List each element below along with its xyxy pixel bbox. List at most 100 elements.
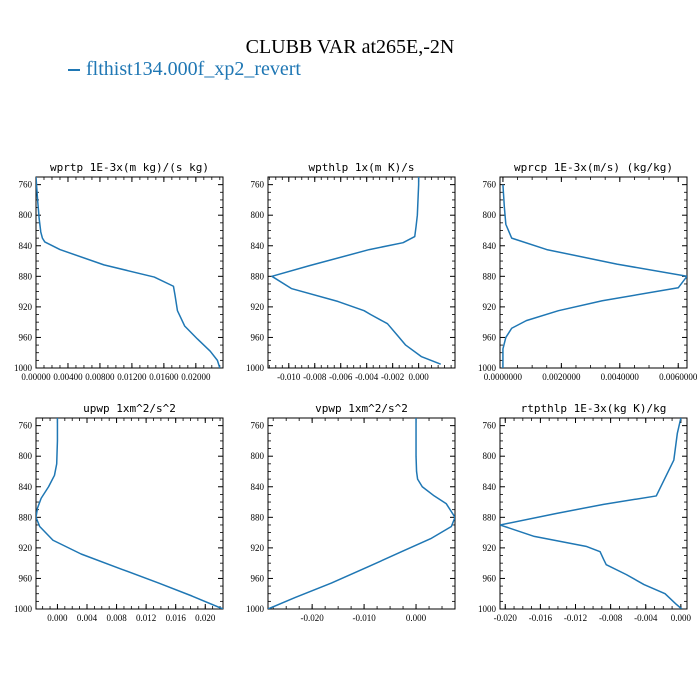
x-tick-label: -0.016	[529, 613, 553, 623]
x-tick-label: 0.00000	[21, 372, 51, 382]
y-tick-label: 920	[251, 543, 265, 553]
x-tick-label: 0.000	[409, 372, 430, 382]
series-line	[502, 184, 687, 368]
y-tick-label: 920	[483, 543, 497, 553]
x-tick-label: 0.02000	[181, 372, 211, 382]
panel-2: wpthlp 1x(m K)/s 760 800 840 880 920 960 1000 -0…	[246, 161, 456, 382]
y-tick-label: 1000	[478, 604, 497, 614]
y-tick-label: 840	[19, 482, 33, 492]
x-tick-label: -0.010	[352, 613, 376, 623]
y-tick-label: 840	[251, 482, 265, 492]
y-tick-label: 800	[483, 210, 497, 220]
legend: flthist134.000f_xp2_revert	[68, 58, 301, 81]
panel-1: wprtp 1E-3x(m kg)/(s kg) 760 800 840 880 920 9…	[14, 161, 224, 382]
x-tick-label: -0.008	[303, 372, 327, 382]
panel-title: wpthlp 1x(m K)/s	[309, 161, 415, 174]
legend-label: flthist134.000f_xp2_revert	[86, 58, 301, 80]
y-tick-label: 760	[19, 421, 33, 431]
panel-title: wprtp 1E-3x(m kg)/(s kg)	[50, 161, 209, 174]
x-tick-label: 0.000	[47, 613, 68, 623]
panel-title: upwp 1xm^2/s^2	[83, 402, 176, 415]
y-tick-label: 920	[19, 543, 33, 553]
y-tick-label: 920	[251, 302, 265, 312]
series-line	[36, 418, 223, 609]
panel-title: vpwp 1xm^2/s^2	[315, 402, 408, 415]
x-tick-label: -0.012	[564, 613, 587, 623]
x-tick-label: -0.010	[277, 372, 301, 382]
x-tick-label: 0.020	[195, 613, 216, 623]
y-tick-label: 840	[483, 482, 497, 492]
panel-3: wprcp 1E-3x(m/s) (kg/kg) 760 800 840 880 920 9…	[478, 161, 698, 382]
y-tick-label: 1000	[246, 363, 265, 373]
x-tick-label: -0.020	[494, 613, 518, 623]
y-tick-label: 840	[19, 241, 33, 251]
y-tick-label: 760	[251, 180, 265, 190]
y-tick-label: 1000	[478, 363, 497, 373]
y-tick-label: 760	[19, 180, 33, 190]
x-tick-label: 0.004	[77, 613, 98, 623]
panel-6: rtpthlp 1E-3x(kg K)/kg 760 800 840 880 920 960…	[478, 402, 691, 623]
plot-frame	[267, 417, 456, 610]
y-tick-label: 800	[251, 210, 265, 220]
plot-frame	[499, 417, 688, 610]
x-tick-label: -0.004	[355, 372, 379, 382]
y-tick-label: 1000	[246, 604, 265, 614]
plot-frame	[499, 176, 688, 369]
y-tick-label: 880	[19, 512, 33, 522]
y-tick-label: 920	[483, 302, 497, 312]
y-tick-label: 800	[19, 210, 33, 220]
series-line	[500, 418, 683, 609]
x-tick-label: 0.0020000	[542, 372, 581, 382]
x-tick-label: 0.000	[406, 613, 427, 623]
plot-frame	[35, 176, 224, 369]
series-line	[271, 177, 441, 365]
y-tick-label: 800	[483, 451, 497, 461]
x-tick-label: 0.000	[671, 613, 692, 623]
y-tick-label: 760	[483, 180, 497, 190]
x-tick-label: 0.008	[106, 613, 127, 623]
x-tick-label: -0.002	[381, 372, 404, 382]
panel-title: rtpthlp 1E-3x(kg K)/kg	[521, 402, 667, 415]
y-tick-label: 800	[19, 451, 33, 461]
x-tick-label: 0.016	[166, 613, 187, 623]
x-tick-label: 0.012	[136, 613, 156, 623]
y-tick-label: 880	[19, 271, 33, 281]
x-tick-label: -0.004	[634, 613, 658, 623]
x-tick-label: -0.020	[301, 613, 325, 623]
y-tick-label: 960	[483, 332, 497, 342]
x-tick-label: 0.0040000	[601, 372, 640, 382]
plot-frame	[35, 417, 224, 610]
legend-line-swatch	[68, 69, 80, 72]
x-tick-label: -0.006	[329, 372, 353, 382]
y-tick-label: 880	[251, 512, 265, 522]
panel-4: upwp 1xm^2/s^2 760 800 840 880 920 960 1000 0.00…	[14, 402, 224, 623]
panel-5: vpwp 1xm^2/s^2 760 800 840 880 920 960 1000 -0.0…	[246, 402, 456, 623]
y-tick-label: 800	[251, 451, 265, 461]
y-tick-label: 760	[251, 421, 265, 431]
plot-frame	[267, 176, 456, 369]
y-tick-label: 880	[483, 271, 497, 281]
y-tick-label: 960	[251, 332, 265, 342]
x-tick-label: 0.00400	[53, 372, 83, 382]
y-tick-label: 1000	[14, 604, 33, 614]
x-tick-label: 0.01200	[117, 372, 147, 382]
y-tick-label: 960	[251, 573, 265, 583]
y-tick-label: 1000	[14, 363, 33, 373]
y-tick-label: 760	[483, 421, 497, 431]
y-tick-label: 880	[251, 271, 265, 281]
series-line	[36, 177, 221, 368]
y-tick-label: 960	[19, 332, 33, 342]
figure-title: CLUBB VAR at265E,-2N	[245, 36, 455, 58]
y-tick-label: 840	[483, 241, 497, 251]
x-tick-label: 0.00800	[85, 372, 115, 382]
y-tick-label: 960	[483, 573, 497, 583]
y-tick-label: 920	[19, 302, 33, 312]
y-tick-label: 960	[19, 573, 33, 583]
x-tick-label: 0.0060000	[659, 372, 698, 382]
y-tick-label: 840	[251, 241, 265, 251]
panel-title: wprcp 1E-3x(m/s) (kg/kg)	[514, 161, 673, 174]
y-tick-label: 880	[483, 512, 497, 522]
x-tick-label: 0.0000000	[484, 372, 523, 382]
series-line	[268, 418, 455, 609]
